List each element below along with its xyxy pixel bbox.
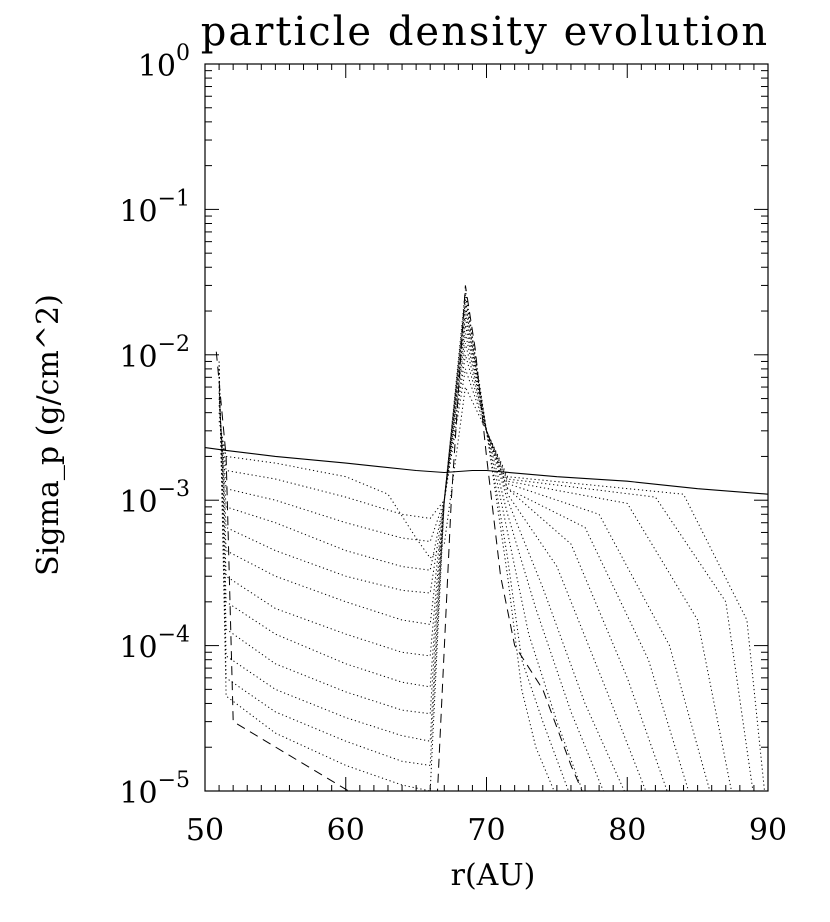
- series-line-15: [218, 385, 766, 791]
- y-tick-label: 10−2: [119, 332, 190, 375]
- y-tick-label: 10−5: [119, 768, 190, 811]
- y-tick-label: 10−3: [119, 477, 190, 520]
- x-tick-label: 50: [186, 813, 224, 848]
- series-line-13: [218, 354, 732, 791]
- y-tick-label: 10−4: [119, 623, 190, 666]
- series-line-4: [218, 289, 555, 791]
- labels-layer: 50 60 70 80 90 10−5 10−4 10−3 10−2 10−1 100: [119, 41, 787, 848]
- series-line-7: [218, 304, 604, 791]
- series-line-6: [218, 299, 584, 791]
- series-line-9: [218, 317, 647, 791]
- y-axis-label: Sigma_p (g/cm^2): [31, 294, 66, 576]
- y-tick-label: 10−1: [119, 186, 190, 229]
- series-line-11: [218, 333, 690, 791]
- x-tick-label: 90: [749, 813, 787, 848]
- chart-title: particle density evolution: [201, 9, 769, 55]
- x-tick-label: 70: [467, 813, 505, 848]
- x-tick-label: 80: [608, 813, 646, 848]
- data-layer: [205, 285, 768, 791]
- series-line-14: [218, 368, 754, 791]
- y-tick-label: 100: [138, 41, 190, 84]
- plot-frame: [204, 63, 769, 792]
- series-line-12: [218, 343, 711, 791]
- series-line-8: [218, 310, 625, 791]
- series-line-10: [218, 325, 668, 791]
- x-axis-label: r(AU): [451, 858, 536, 893]
- series-line-2: [215, 351, 350, 791]
- series-line-5: [218, 294, 570, 791]
- ticks-layer: [204, 64, 769, 792]
- series-line-1: [205, 447, 768, 495]
- x-tick-label: 60: [327, 813, 365, 848]
